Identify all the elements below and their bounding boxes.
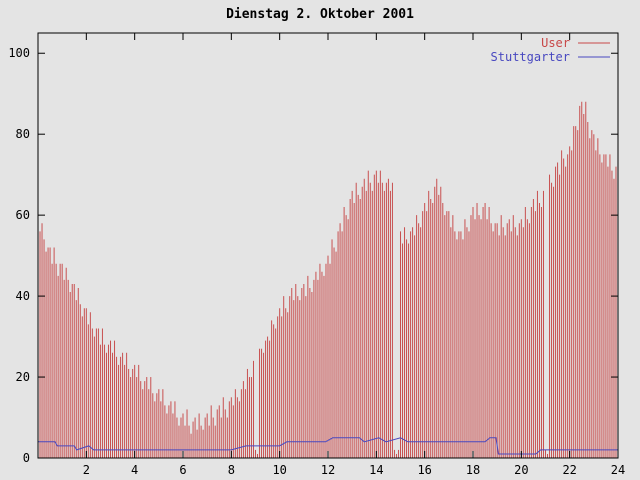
x-tick-label: 18 — [466, 463, 480, 477]
legend-label-user: User — [541, 36, 570, 50]
stuttgarter-line — [38, 437, 618, 455]
x-tick-label: 24 — [611, 463, 625, 477]
y-tick-label: 40 — [16, 289, 30, 303]
x-tick-label: 12 — [321, 463, 335, 477]
chart-title: Dienstag 2. Oktober 2001 — [226, 7, 414, 22]
legend-label-stuttgarter: Stuttgarter — [491, 50, 570, 64]
x-tick-label: 10 — [272, 463, 286, 477]
x-tick-label: 8 — [228, 463, 235, 477]
x-tick-label: 16 — [417, 463, 431, 477]
y-tick-label: 20 — [16, 370, 30, 384]
x-tick-label: 6 — [179, 463, 186, 477]
x-tick-label: 2 — [83, 463, 90, 477]
x-tick-label: 20 — [514, 463, 528, 477]
y-tick-label: 0 — [23, 451, 30, 465]
y-tick-label: 80 — [16, 127, 30, 141]
stuttgarter-line-series — [38, 437, 618, 455]
x-tick-label: 4 — [131, 463, 138, 477]
y-tick-label: 100 — [8, 46, 30, 60]
user-bars-series — [39, 101, 617, 458]
y-tick-label: 60 — [16, 208, 30, 222]
x-tick-label: 14 — [369, 463, 383, 477]
x-tick-label: 22 — [562, 463, 576, 477]
